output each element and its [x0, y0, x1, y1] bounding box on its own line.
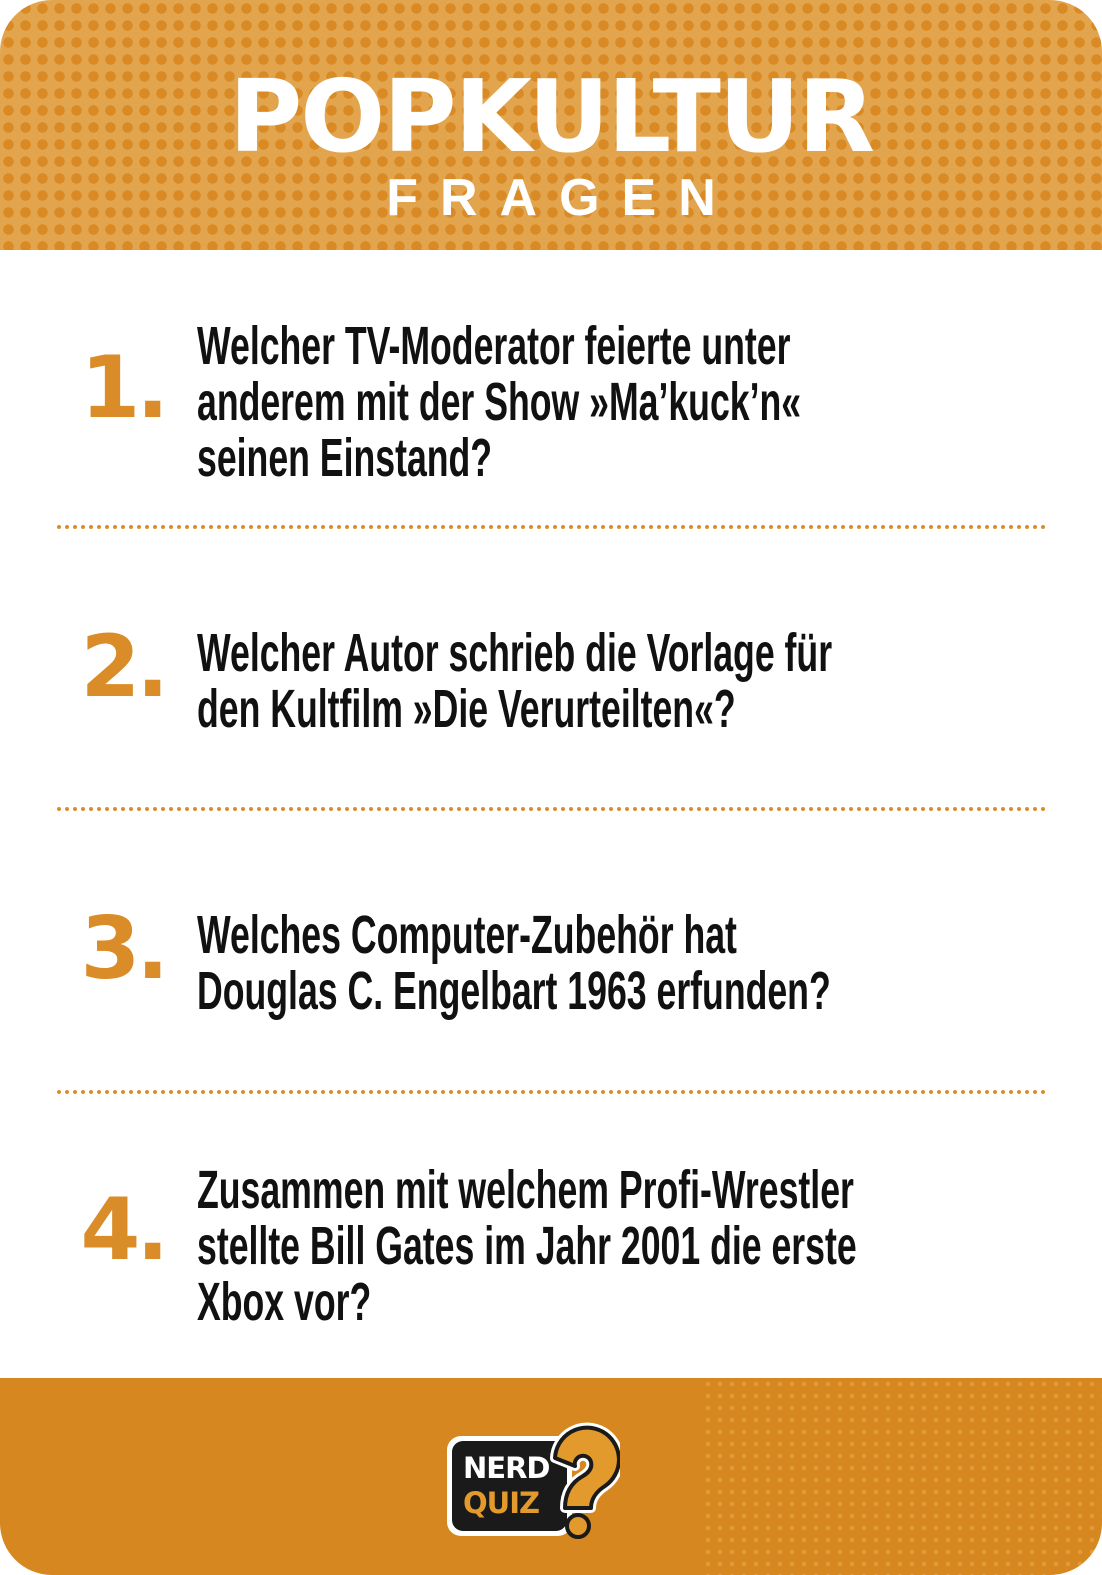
- header-banner: POPKULTUR FRAGEN: [0, 0, 1102, 250]
- question-number: 2.: [80, 617, 169, 717]
- question-text-line: Welcher TV-Moderator feierte unter: [197, 316, 791, 376]
- question-text-line: den Kultfilm »Die Verurteilten«?: [197, 679, 736, 739]
- question-text-line: seinen Einstand?: [197, 428, 493, 488]
- dotted-divider: [55, 807, 1045, 811]
- question-number: 4.: [80, 1180, 169, 1280]
- question-text-line: Welches Computer-Zubehör hat: [197, 905, 737, 965]
- question-text-line: Xbox vor?: [197, 1272, 372, 1332]
- nerd-quiz-logo: NERD QUIZ: [447, 1422, 620, 1539]
- dotted-divider: [55, 1090, 1045, 1094]
- question-number: 3.: [80, 899, 169, 999]
- question-text-line: Zusammen mit welchem Profi-Wrestler: [197, 1160, 854, 1220]
- logo-text-nerd: NERD: [463, 1451, 549, 1485]
- question-text-line: Douglas C. Engelbart 1963 erfunden?: [197, 961, 831, 1021]
- dotted-divider: [55, 525, 1045, 529]
- card-subtitle: FRAGEN: [386, 169, 738, 227]
- card-title: POPKULTUR: [228, 58, 875, 175]
- question-text-line: anderem mit der Show »Ma’kuck’n«: [197, 372, 802, 432]
- logo-text-quiz: QUIZ: [463, 1486, 539, 1520]
- question-text-line: stellte Bill Gates im Jahr 2001 die erst…: [197, 1216, 857, 1276]
- question-number: 1.: [80, 338, 169, 438]
- question-text-line: Welcher Autor schrieb die Vorlage für: [197, 623, 833, 683]
